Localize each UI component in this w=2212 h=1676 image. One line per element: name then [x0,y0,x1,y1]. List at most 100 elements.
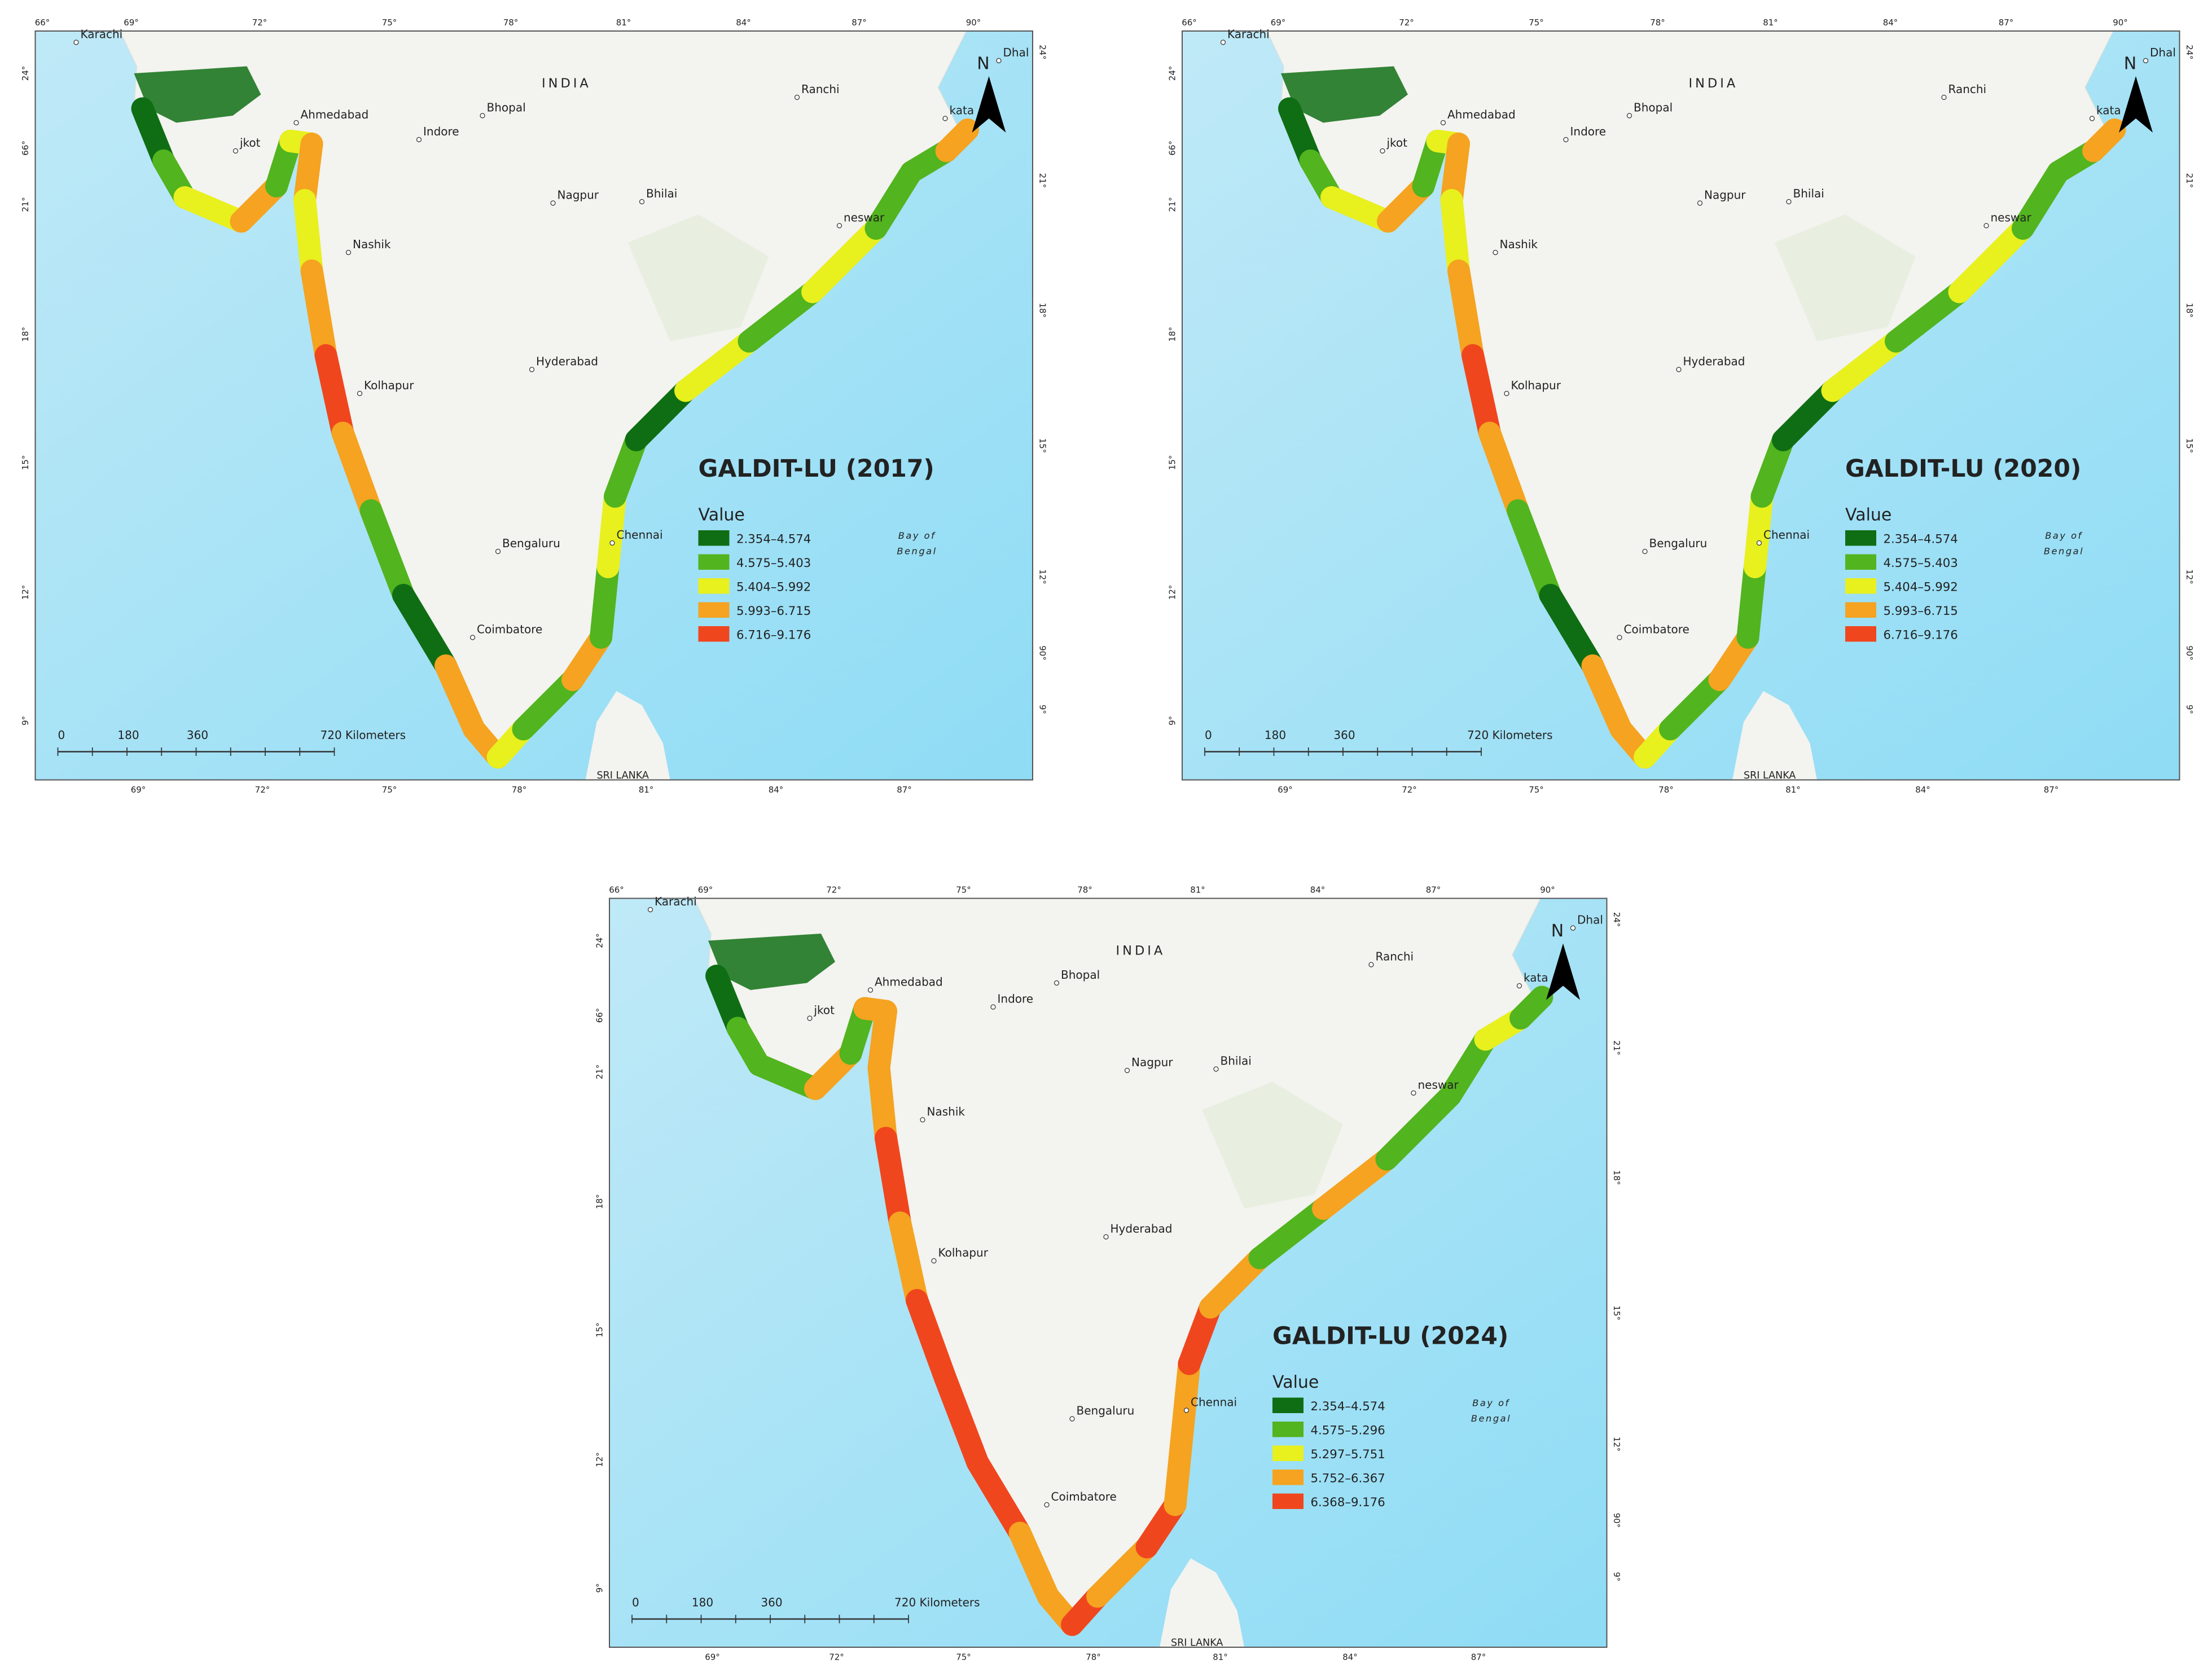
place-label: Karachi [81,27,123,41]
north-arrow [972,76,1006,133]
coastal-zone [934,1366,989,1474]
place-dot [357,390,363,397]
lat-label: 66° [595,1008,605,1023]
coastal-zone [434,654,486,741]
legend-label: 2.354–4.574 [1884,532,1958,546]
lon-label: 84° [1915,785,1930,795]
lon-label: 90° [1540,885,1555,895]
coastal-zone [875,1127,912,1234]
coastal-zone [738,280,824,353]
coastal-zone [1506,499,1562,606]
place-label: Bhopal [1061,968,1100,982]
place-label: Ranchi [801,82,840,96]
place-dot [1570,925,1576,931]
coastal-zone [331,421,383,522]
place-label: Coimbatore [1624,623,1689,636]
place-dot [469,635,476,640]
place-dot [1617,635,1622,640]
lon-label: 84° [1310,885,1326,895]
legend-swatch [1272,1422,1304,1437]
legend-label: 5.404–5.992 [736,580,811,595]
lon-label: 78° [1650,17,1665,28]
scale-label: 0 [1205,728,1212,742]
north-label: N [977,54,989,74]
lon-label: 66° [1182,17,1197,28]
hill-shade [1775,214,1916,341]
lon-label: 87° [1426,885,1441,895]
lat-label: 24° [1612,912,1622,927]
coastal-zone [1199,1246,1271,1319]
place-dot [1983,223,1989,228]
legend-swatch [698,530,730,546]
place-dot [73,39,79,45]
scale-label: 360 [761,1596,782,1609]
legend-label: 5.993–6.715 [736,604,811,618]
place-dot [1054,980,1060,986]
legend-label: 5.297–5.751 [1311,1448,1385,1462]
place-label: Bhilai [1221,1054,1252,1068]
legend-swatch [1845,554,1876,570]
place-label: Coimbatore [1051,1490,1117,1503]
lat-label: 18° [1168,327,1178,342]
legend-label: 2.354–4.574 [1311,1400,1385,1414]
coastal-zone [674,329,761,402]
place-label: Hyderabad [1683,355,1745,368]
legend-label: 5.752–6.367 [1311,1472,1385,1486]
coastal-zone [625,379,697,451]
place-label: Kolhapur [1511,379,1561,392]
lon-label: 78° [503,17,519,28]
place-label: Dhal [1577,913,1603,927]
north-label: N [1551,921,1564,941]
gujarat-zone [708,934,835,990]
lat-label: 21° [595,1064,605,1080]
lon-label: 90° [2113,17,2128,28]
legend-swatch [1272,1493,1304,1509]
place-dot [495,548,501,555]
scale-label: 720 Kilometers [321,728,406,742]
scale-label: 180 [117,728,139,742]
north-arrow [2119,76,2153,133]
place-dot [1440,120,1446,126]
lon-label: 78° [1077,885,1092,895]
place-label: Nagpur [558,188,599,201]
place-dot [990,1004,996,1010]
sea-label: Bengal [2044,546,2084,557]
coastal-zone [1375,1084,1462,1171]
place-dot [931,1258,937,1264]
place-label: jkot [1386,136,1408,149]
map-title: GALDIT-LU (2020) [1845,455,2081,483]
coastal-zone [590,555,620,649]
lat-label: 18° [20,327,30,342]
place-dot [920,1117,925,1123]
place-label: Nagpur [1704,188,1746,201]
scale-label: 180 [1265,728,1286,742]
place-label: Bhopal [487,101,526,115]
legend-label: 6.716–9.176 [736,628,811,643]
place-label: Kolhapur [938,1246,989,1260]
sea-label: Bengal [897,546,937,557]
lat-label: 21° [1038,173,1048,188]
neighbor-land [585,691,670,780]
place-dot [1516,983,1522,989]
lat-label: 12° [1038,569,1048,584]
lon-label: 75° [956,885,971,895]
scale-label: 0 [632,1596,639,1609]
place-label: Dhal [1003,46,1029,59]
lon-label: 69° [131,785,146,795]
place-dot [293,120,299,126]
lon-label: 75° [382,785,397,795]
legend-label: 4.575–5.403 [736,556,811,570]
coastal-zone [801,217,888,303]
place-label: Chennai [617,528,663,542]
lon-label: 81° [1763,17,1778,28]
lat-label: 18° [1038,303,1048,318]
place-label: neswar [1991,210,2032,224]
lat-label: 9° [1168,716,1178,725]
lon-label: 81° [1785,785,1801,795]
coastal-zone [300,259,337,367]
neighbor-land [1160,1558,1244,1647]
lon-label: 87° [2044,785,2059,795]
coastal-zone [1086,1536,1158,1608]
lon-label: 72° [1399,17,1414,28]
lat-label: 24° [1038,45,1048,60]
